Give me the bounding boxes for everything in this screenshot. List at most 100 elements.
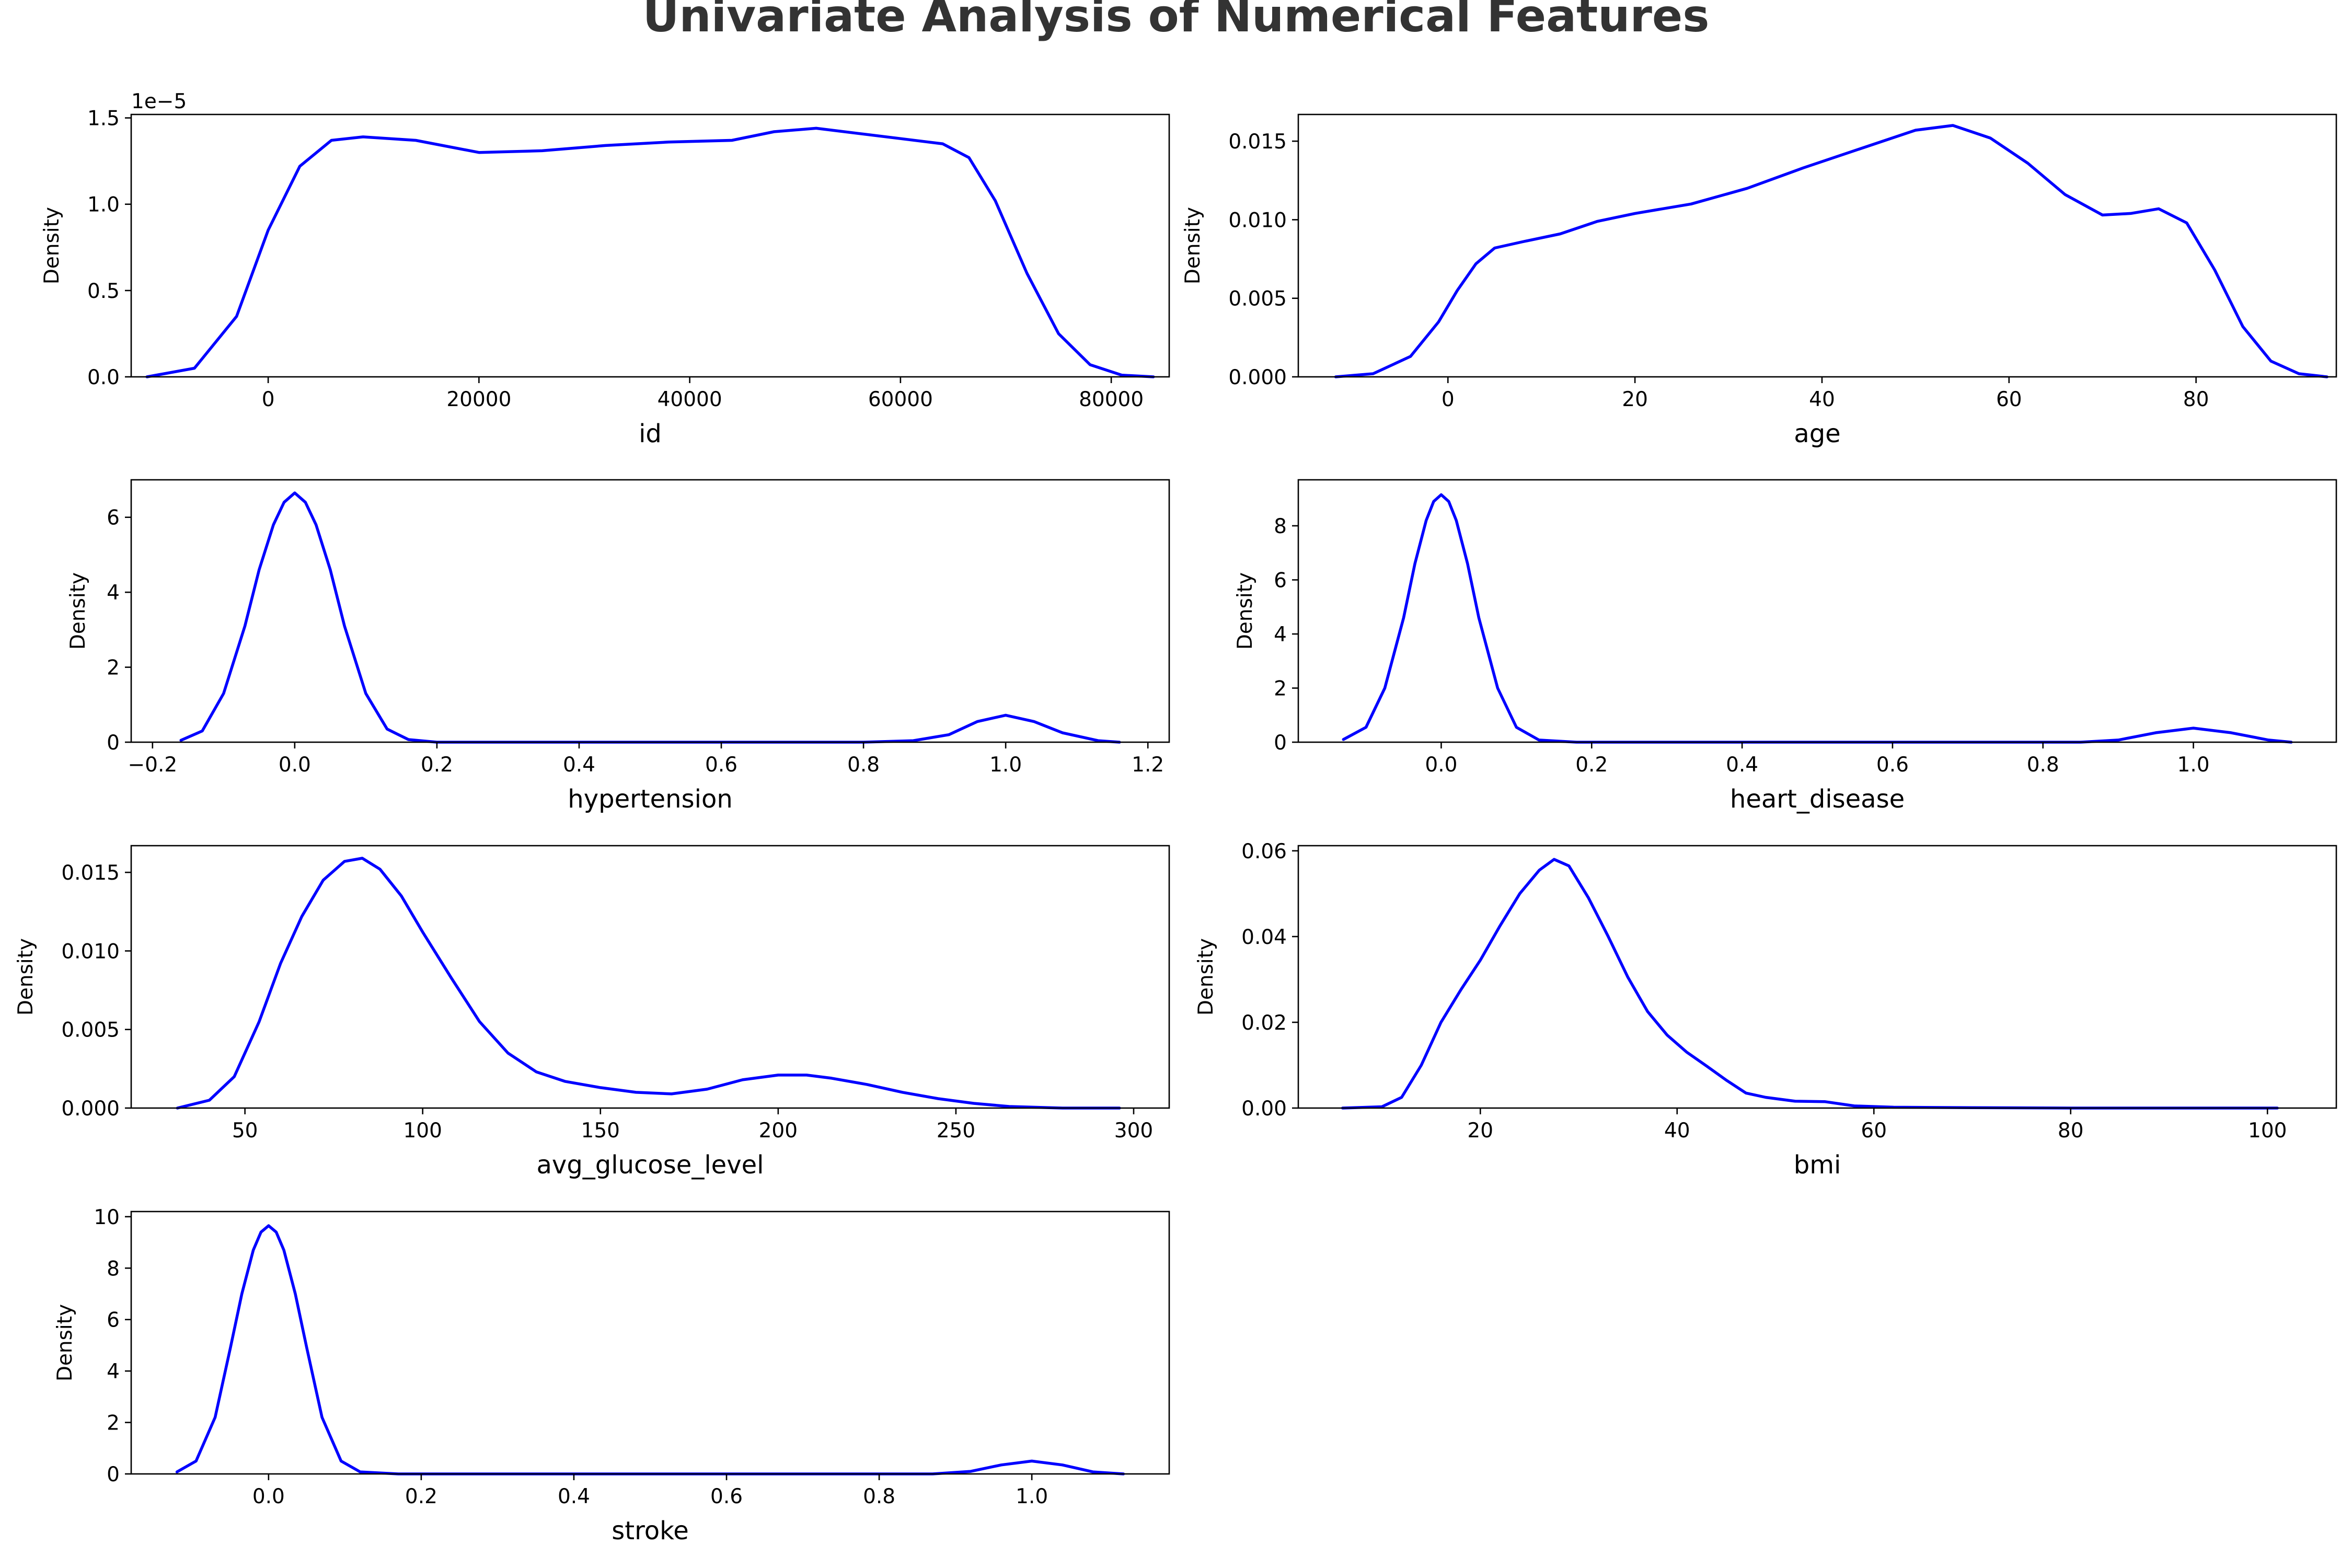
x-tick-label: 40: [1664, 1119, 1690, 1143]
x-tick-label: 0.6: [1876, 753, 1909, 777]
y-tick-label: 0.000: [61, 1097, 120, 1121]
x-tick-label: 40000: [658, 388, 722, 411]
density-curve-heart_disease: [1342, 493, 2293, 744]
y-tick-label: 10: [94, 1206, 120, 1229]
y-offset-label: 1e−5: [131, 90, 187, 113]
y-tick-label: 4: [107, 1360, 120, 1383]
x-axis-label: heart_disease: [1730, 785, 1905, 814]
x-tick-label: 100: [2248, 1119, 2287, 1143]
figure-title: Univariate Analysis of Numerical Feature…: [643, 0, 1710, 42]
y-axis-label: Density: [1194, 938, 1218, 1016]
y-tick-label: 0.04: [1241, 926, 1287, 949]
axes-frame: [1297, 113, 2337, 378]
axes-frame: [130, 845, 1170, 1109]
x-tick-label: 60: [1996, 388, 2022, 411]
x-tick-label: 80: [2058, 1119, 2084, 1143]
y-tick-label: 6: [107, 1309, 120, 1332]
x-tick-label: 0.8: [863, 1485, 895, 1508]
axes-frame: [130, 479, 1170, 743]
x-tick-label: 20: [1622, 388, 1648, 411]
x-tick-label: 80000: [1079, 388, 1144, 411]
x-tick-label: 50: [232, 1119, 258, 1143]
x-tick-label: 0.6: [710, 1485, 743, 1508]
x-tick-label: 0.0: [252, 1485, 285, 1508]
y-axis-label: Density: [66, 572, 90, 650]
x-tick-label: 200: [759, 1119, 798, 1143]
y-tick-label: 6: [107, 506, 120, 530]
subplot-id: 0 20000 40000 60000 80000 0.0 0.5 1.0 1.5 id Densi…: [40, 90, 1170, 448]
density-curve-bmi: [1341, 858, 2279, 1110]
y-tick-label: 0.005: [1228, 287, 1287, 311]
subplot-grid: 0 20000 40000 60000 800000.00.51.01.5idDensi…: [14, 90, 2337, 1546]
x-axis-label: stroke: [612, 1516, 689, 1546]
x-tick-label: 0.2: [421, 753, 453, 777]
y-tick-label: 1.5: [87, 107, 120, 131]
axes-frame: [130, 113, 1170, 378]
y-tick-label: 2: [1274, 677, 1287, 700]
x-tick-label: 1.0: [989, 753, 1022, 777]
x-tick-label: 0: [1442, 388, 1455, 411]
y-tick-label: 8: [107, 1257, 120, 1281]
y-tick-label: 0: [1274, 731, 1287, 755]
density-curve-id: [145, 126, 1155, 378]
density-curve-avg_glucose_level: [176, 857, 1121, 1110]
subplot-bmi: 20 40 60 80 100 0.00 0.02 0.04 0.06 bmi Density: [1194, 840, 2337, 1180]
density-curve-hypertension: [179, 491, 1121, 744]
subplot-age: 0 20 40 60 80 0.000 0.005 0.010 0.015 age Density: [1181, 113, 2337, 448]
x-tick-label: 0.0: [279, 753, 311, 777]
subplot-hypertension: −0.2 0.0 0.2 0.4 0.6 0.8 1.0 1.2 0 2 4 6 hypertensio…: [66, 479, 1170, 814]
x-tick-label: 100: [403, 1119, 442, 1143]
x-tick-label: 1.0: [2177, 753, 2210, 777]
x-tick-label: 80: [2183, 388, 2209, 411]
x-tick-label: 0.4: [1726, 753, 1758, 777]
x-axis-label: bmi: [1794, 1150, 1841, 1180]
y-tick-label: 0: [107, 731, 120, 755]
x-tick-label: 0.4: [558, 1485, 590, 1508]
x-tick-label: 0.8: [847, 753, 880, 777]
y-tick-label: 4: [1274, 623, 1287, 647]
x-tick-label: 300: [1114, 1119, 1153, 1143]
x-tick-label: 150: [581, 1119, 620, 1143]
y-tick-label: 1.0: [87, 193, 120, 217]
x-tick-label: 1.2: [1132, 753, 1164, 777]
x-tick-label: −0.2: [128, 753, 177, 777]
y-tick-label: 0.0: [87, 366, 120, 389]
y-tick-label: 0.015: [1228, 130, 1287, 154]
x-axis-label: id: [639, 419, 662, 448]
y-tick-label: 0.000: [1228, 366, 1287, 389]
subplot-avg_glucose_level: 50 100 150 200 250 300 0.000 0.005 0.010 0.015 avg…: [14, 845, 1170, 1180]
y-tick-label: 0: [107, 1463, 120, 1486]
density-curve-age: [1334, 124, 2328, 378]
y-tick-label: 0.00: [1241, 1097, 1287, 1121]
x-tick-label: 0.4: [563, 753, 595, 777]
y-tick-label: 0.010: [61, 940, 120, 963]
x-axis-label: hypertension: [568, 785, 732, 814]
x-tick-label: 0.2: [1575, 753, 1608, 777]
x-tick-label: 60000: [868, 388, 933, 411]
x-axis-label: avg_glucose_level: [537, 1150, 764, 1180]
y-axis-label: Density: [14, 938, 38, 1016]
axes-frame: [1297, 479, 2337, 743]
density-curve-stroke: [175, 1224, 1125, 1475]
x-tick-label: 40: [1809, 388, 1835, 411]
y-tick-label: 0.010: [1228, 209, 1287, 232]
x-tick-label: 20000: [446, 388, 511, 411]
y-tick-label: 0.005: [61, 1019, 120, 1042]
y-axis-label: Density: [1233, 572, 1257, 650]
x-axis-label: age: [1794, 419, 1840, 448]
x-tick-label: 1.0: [1016, 1485, 1048, 1508]
x-tick-label: 0: [262, 388, 275, 411]
x-tick-label: 0.8: [2027, 753, 2059, 777]
x-tick-label: 0.2: [405, 1485, 437, 1508]
y-tick-label: 0.06: [1241, 840, 1287, 863]
x-tick-label: 250: [937, 1119, 975, 1143]
y-axis-label: Density: [40, 207, 64, 284]
x-tick-label: 20: [1467, 1119, 1493, 1143]
x-tick-label: 0.0: [1425, 753, 1457, 777]
y-tick-label: 2: [107, 1412, 120, 1435]
y-axis-label: Density: [1181, 207, 1205, 284]
y-axis-label: Density: [53, 1304, 77, 1381]
axes-frame: [1297, 845, 2337, 1109]
subplot-stroke: 0.0 0.2 0.4 0.6 0.8 1.0 0 2 4 6 8 10 stroke Density: [53, 1206, 1170, 1546]
